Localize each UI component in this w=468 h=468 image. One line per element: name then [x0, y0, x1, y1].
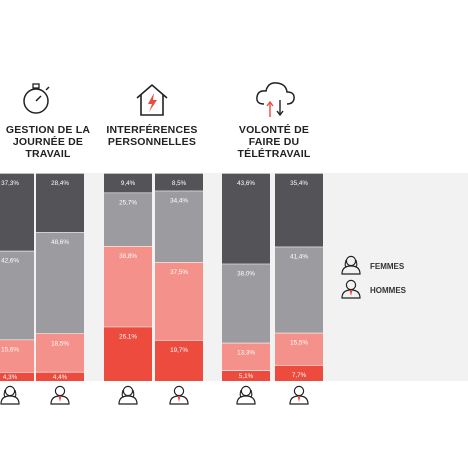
- data-label-2-0-2: 38,0%: [237, 271, 255, 278]
- data-label-2-1-0: 7,7%: [292, 372, 307, 379]
- bar-gender-hommes-icon: [169, 385, 189, 405]
- bar-segment-1-0-3: [104, 173, 152, 193]
- house-lightning-icon: [136, 83, 168, 116]
- data-label-2-0-0: 5,1%: [239, 373, 254, 380]
- data-label-1-1-0: 19,7%: [170, 347, 188, 354]
- bar-segment-2-0-2: [222, 263, 270, 343]
- stopwatch-icon: [23, 83, 50, 114]
- cloud-outline: [256, 82, 295, 105]
- bar-segment-0-1-0: [36, 371, 84, 381]
- bar-segment-2-1-3: [275, 173, 323, 247]
- bar-segment-0-1-3: [36, 173, 84, 233]
- person-tie: [297, 396, 301, 402]
- person-head: [4, 385, 16, 397]
- data-label-1-0-3: 9,4%: [121, 180, 136, 187]
- legend-label-hommes: HOMMES: [370, 286, 406, 295]
- data-label-1-0-1: 38,8%: [119, 253, 137, 260]
- person-body: [236, 395, 256, 405]
- bar-gender-hommes-icon: [50, 385, 70, 405]
- bar-segment-1-1-0: [155, 340, 203, 381]
- bar-gender-femmes-icon: [236, 385, 256, 405]
- data-label-1-1-2: 34,4%: [170, 198, 188, 205]
- data-label-2-0-3: 43,6%: [237, 180, 255, 187]
- bar-gender-femmes-icon: [0, 385, 20, 405]
- bar-segment-0-0-3: [0, 173, 34, 251]
- bar-segment-1-1-1: [155, 262, 203, 341]
- lightning-bolt: [148, 93, 157, 112]
- data-label-1-1-1: 37,5%: [170, 269, 188, 276]
- cloud-sync-icon: [256, 82, 295, 117]
- house-outline: [136, 83, 168, 116]
- bar-segment-1-1-3: [155, 173, 203, 191]
- data-label-0-0-2: 42,6%: [1, 258, 19, 265]
- person-head: [293, 385, 305, 397]
- bar-segment-0-0-1: [0, 339, 34, 373]
- person-hair: [344, 259, 358, 268]
- arrow-up: [266, 100, 274, 117]
- data-label-0-1-1: 18,5%: [51, 340, 69, 347]
- data-label-1-0-0: 26,1%: [119, 334, 137, 341]
- stopwatch-crown: [32, 83, 40, 89]
- person-hair: [239, 389, 253, 398]
- bar-segment-2-1-0: [275, 364, 323, 381]
- bar-segment-0-1-2: [36, 232, 84, 334]
- woman-icon: [341, 255, 361, 275]
- person-head: [122, 385, 134, 397]
- person-body: [0, 395, 20, 405]
- bar-segment-2-0-1: [222, 342, 270, 371]
- data-label-2-1-3: 35,4%: [290, 180, 308, 187]
- person-head: [240, 385, 252, 397]
- data-label-0-1-3: 28,4%: [51, 180, 69, 187]
- person-head: [173, 385, 185, 397]
- data-label-2-1-2: 41,4%: [290, 254, 308, 261]
- bar-gender-femmes-icon: [118, 385, 138, 405]
- group-title-volonte: VOLONTÉ DE FAIRE DU TÉLÉTRAVAIL: [237, 124, 311, 160]
- data-label-0-1-0: 4,4%: [53, 374, 68, 381]
- bar-segment-0-0-2: [0, 250, 34, 340]
- bar-segment-2-0-0: [222, 370, 270, 381]
- person-head: [54, 385, 66, 397]
- person-body: [118, 395, 138, 405]
- bar-segment-2-1-1: [275, 332, 323, 365]
- data-label-0-0-3: 37,3%: [1, 180, 19, 187]
- bar-segment-1-0-1: [104, 246, 152, 327]
- data-label-1-1-3: 8,5%: [172, 180, 187, 187]
- bar-segment-2-0-3: [222, 173, 270, 264]
- data-label-0-0-1: 15,6%: [1, 347, 19, 354]
- person-tie: [58, 396, 62, 402]
- data-label-1-0-2: 25,7%: [119, 200, 137, 207]
- bar-segment-1-0-2: [104, 192, 152, 247]
- group-separator-1: [84, 173, 105, 381]
- stopwatch-button: [45, 86, 50, 91]
- data-label-0-0-0: 4,3%: [3, 374, 18, 381]
- person-tie: [349, 290, 353, 296]
- arrow-down: [276, 100, 284, 117]
- person-hair: [3, 389, 17, 398]
- bar-segment-1-0-0: [104, 326, 152, 381]
- person-body: [341, 265, 361, 275]
- bar-segment-0-1-1: [36, 333, 84, 372]
- group-title-gestion: GESTION DE LA JOURNÉE DE TRAVAIL: [5, 124, 91, 160]
- group-separator-2: [206, 173, 223, 381]
- person-tie: [177, 396, 181, 402]
- stopwatch-hand: [35, 95, 42, 102]
- person-hair: [121, 389, 135, 398]
- data-label-2-1-1: 15,5%: [290, 340, 308, 347]
- data-label-0-1-2: 48,6%: [51, 239, 69, 246]
- stopwatch-face: [23, 88, 49, 114]
- bar-gender-hommes-icon: [289, 385, 309, 405]
- legend-label-femmes: FEMMES: [370, 262, 405, 271]
- man-icon: [341, 279, 361, 299]
- bar-segment-2-1-2: [275, 246, 323, 333]
- bar-segment-1-1-2: [155, 190, 203, 263]
- bar-segment-0-0-0: [0, 372, 34, 381]
- group-title-interferences: INTERFÉRENCES PERSONNELLES: [106, 124, 198, 148]
- data-label-2-0-1: 13,3%: [237, 350, 255, 357]
